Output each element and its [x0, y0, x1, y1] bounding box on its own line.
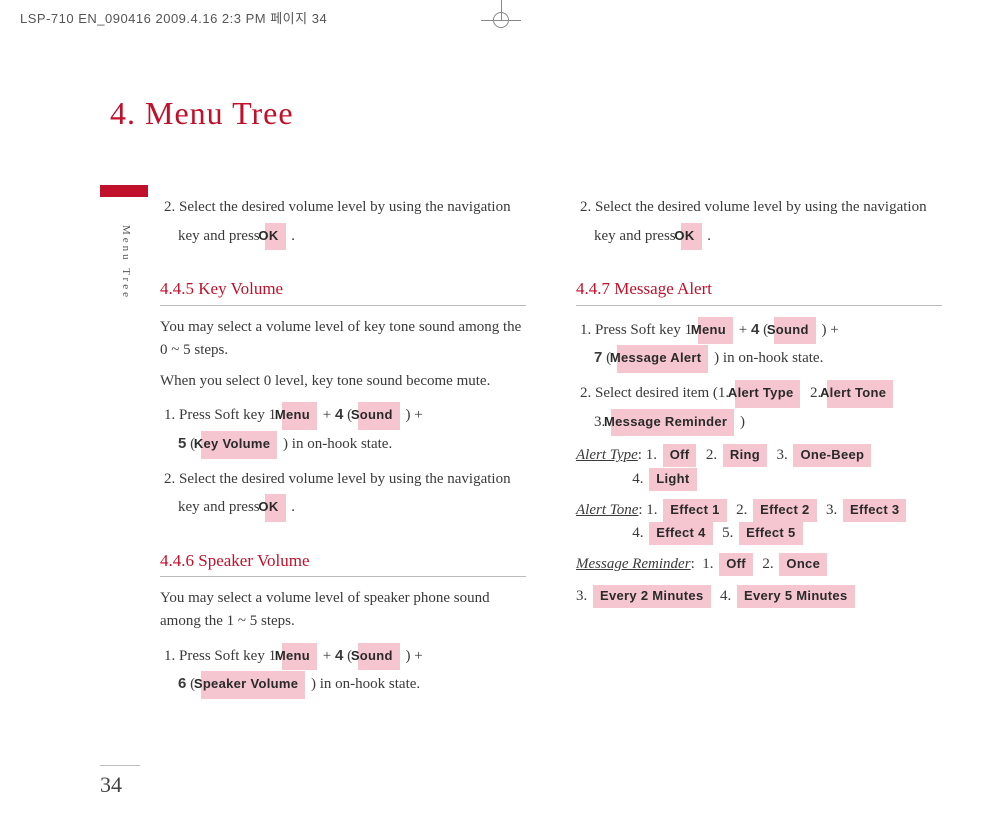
effect4-button: Effect 4 [649, 522, 712, 545]
sound-button: Sound [358, 402, 400, 430]
paragraph: When you select 0 level, key tone sound … [160, 370, 526, 393]
effect2-button: Effect 2 [753, 499, 816, 522]
off-button: Off [719, 553, 753, 576]
side-label: Menu Tree [120, 225, 132, 300]
step: 1. Press Soft key 1 Menu + 4 ( Sound ) +… [594, 316, 942, 373]
message-reminder-button: Message Reminder [611, 409, 734, 437]
menu-button: Menu [698, 317, 733, 345]
one-beep-button: One-Beep [793, 444, 871, 467]
ok-button: OK [681, 223, 701, 251]
sound-button: Sound [358, 643, 400, 671]
once-button: Once [779, 553, 827, 576]
subhead-key-volume: 4.4.5 Key Volume [160, 276, 526, 305]
ring-button: Ring [723, 444, 767, 467]
alert-type-button: Alert Type [735, 380, 801, 408]
print-header: LSP-710 EN_090416 2009.4.16 2:3 PM 페이지 3… [20, 8, 327, 27]
alert-tone-button: Alert Tone [827, 380, 893, 408]
step: 1. Press Soft key 1 Menu + 4 ( Sound ) +… [178, 642, 526, 699]
subhead-speaker-volume: 4.4.6 Speaker Volume [160, 548, 526, 577]
alert-tone-options: Alert Tone: 1. Effect 1 2. Effect 2 3. E… [576, 499, 942, 546]
page-content: 4. Menu Tree Menu Tree 2. Select the des… [100, 95, 942, 793]
paragraph: You may select a volume level of key ton… [160, 316, 526, 363]
accent-bar [100, 185, 148, 197]
menu-button: Menu [282, 402, 317, 430]
paragraph: You may select a volume level of speaker… [160, 587, 526, 634]
sound-button: Sound [774, 317, 816, 345]
ok-button: OK [265, 494, 285, 522]
effect5-button: Effect 5 [739, 522, 802, 545]
subhead-message-alert: 4.4.7 Message Alert [576, 276, 942, 305]
key-volume-button: Key Volume [201, 431, 277, 459]
chapter-title: 4. Menu Tree [110, 95, 942, 132]
effect1-button: Effect 1 [663, 499, 726, 522]
menu-button: Menu [282, 643, 317, 671]
every-2-min-button: Every 2 Minutes [593, 585, 711, 608]
light-button: Light [649, 468, 696, 491]
step-select-volume-top: 2. Select the desired volume level by us… [178, 193, 526, 250]
step: 1. Press Soft key 1 Menu + 4 ( Sound ) +… [178, 401, 526, 458]
off-button: Off [663, 444, 697, 467]
left-column: 2. Select the desired volume level by us… [160, 187, 526, 705]
message-reminder-options: Message Reminder: 1. Off 2. Once [576, 553, 942, 576]
speaker-volume-button: Speaker Volume [201, 671, 305, 699]
ok-button: OK [265, 223, 285, 251]
alert-type-options: Alert Type: 1. Off 2. Ring 3. One-Beep 4… [576, 444, 942, 491]
effect3-button: Effect 3 [843, 499, 906, 522]
step: 2. Select the desired volume level by us… [178, 465, 526, 522]
message-alert-button: Message Alert [617, 345, 709, 373]
right-column: 2. Select the desired volume level by us… [576, 187, 942, 705]
every-5-min-button: Every 5 Minutes [737, 585, 855, 608]
step: 2. Select desired item (1. Alert Type 2.… [594, 379, 942, 436]
message-reminder-options-2: 3. Every 2 Minutes 4. Every 5 Minutes [576, 585, 942, 608]
step-select-volume-top-right: 2. Select the desired volume level by us… [594, 193, 942, 250]
crop-marks [481, 0, 521, 30]
page-number: 34 [100, 765, 140, 798]
